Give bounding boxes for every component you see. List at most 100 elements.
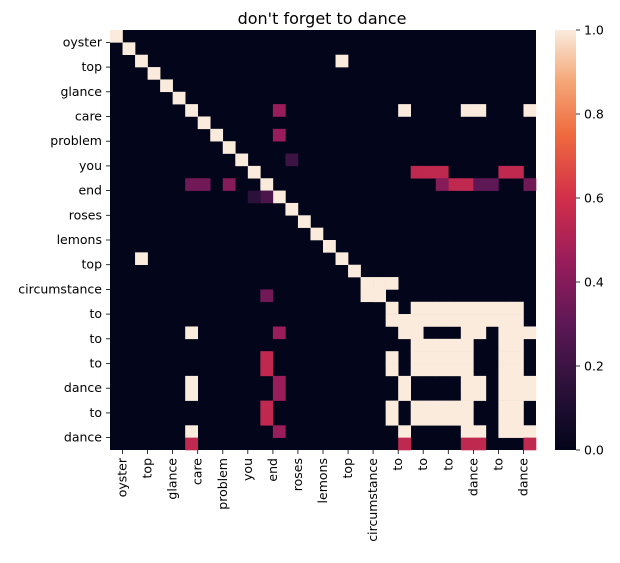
heatmap-cell — [460, 326, 474, 340]
x-tick-label: to — [490, 458, 505, 471]
y-tick-label: top — [82, 257, 103, 272]
x-axis-ticks: oyster top glance care problem you end roses lem… — [115, 450, 531, 542]
heatmap-cell — [460, 363, 474, 377]
x-tick-label: to — [415, 458, 430, 471]
heatmap-cell — [423, 301, 437, 315]
y-tick-label: to — [89, 356, 102, 371]
heatmap-cell — [147, 67, 161, 80]
heatmap-cell — [435, 178, 449, 191]
heatmap-cell — [410, 363, 424, 377]
heatmap-cell — [510, 375, 524, 389]
heatmap-cell — [185, 178, 199, 191]
heatmap-cell — [460, 178, 474, 191]
heatmap-cell — [185, 104, 199, 117]
heatmap-cell — [385, 301, 399, 315]
y-tick-label: top — [82, 59, 103, 74]
y-tick-label: dance — [64, 380, 102, 395]
heatmap-cell — [260, 289, 274, 303]
heatmap-cell — [498, 400, 512, 414]
heatmap-cell — [335, 54, 349, 68]
y-tick-label: end — [78, 183, 102, 198]
x-tick-label: dance — [516, 458, 531, 496]
heatmap-cell — [398, 437, 412, 451]
x-tick-label: lemons — [315, 458, 330, 503]
heatmap-cell — [435, 412, 449, 426]
x-tick-label: glance — [165, 458, 180, 500]
heatmap-cell — [435, 165, 449, 179]
heatmap-cell — [410, 326, 424, 340]
heatmap-cell — [473, 375, 487, 389]
heatmap-cell — [222, 141, 236, 154]
heatmap-cell — [272, 104, 286, 117]
heatmap-cell — [135, 54, 148, 68]
heatmap-cell — [473, 425, 487, 438]
heatmap-cell — [510, 338, 524, 352]
y-tick-label: to — [89, 405, 102, 420]
heatmap-cell — [110, 30, 123, 43]
x-tick-label: roses — [290, 458, 305, 491]
y-tick-label: glance — [60, 84, 102, 99]
heatmap-cell — [185, 388, 199, 401]
heatmap-cell — [410, 338, 424, 352]
heatmap-cell — [510, 326, 524, 340]
heatmap-cell — [473, 437, 487, 451]
heatmap-cell — [485, 314, 499, 327]
heatmap-cell — [410, 314, 424, 327]
heatmap-cell — [473, 326, 487, 340]
heatmap-cell — [247, 165, 261, 179]
heatmap-cell — [523, 326, 537, 340]
heatmap-cell — [523, 388, 537, 401]
heatmap-cell — [448, 314, 462, 327]
heatmap-cell — [448, 338, 462, 352]
x-tick-label: you — [240, 458, 255, 481]
heatmap-cell — [523, 437, 537, 451]
heatmap-cell — [272, 388, 286, 401]
heatmap-cell — [460, 351, 474, 364]
heatmap-cell — [373, 289, 386, 303]
heatmap-cell — [523, 104, 537, 117]
colorbar-tick-label: 0.8 — [584, 107, 604, 122]
heatmap-cell — [435, 301, 449, 315]
heatmap-cell — [410, 301, 424, 315]
heatmap-cell — [185, 425, 199, 438]
heatmap-cell — [510, 363, 524, 377]
colorbar-tick-label: 0.0 — [584, 443, 604, 458]
heatmap-cell — [460, 314, 474, 327]
y-axis-ticks: oyster top glance care problem you end roses lem… — [18, 34, 110, 445]
heatmap-cell — [410, 400, 424, 414]
heatmap-cell — [460, 400, 474, 414]
heatmap-cell — [373, 277, 386, 290]
heatmap-cell — [185, 375, 199, 389]
heatmap-cell — [197, 178, 211, 191]
heatmap-cell — [385, 412, 399, 426]
heatmap-cell — [498, 388, 512, 401]
heatmap-cell — [385, 351, 399, 364]
heatmap-cell — [448, 178, 462, 191]
heatmap-cell — [260, 190, 274, 204]
y-tick-label: lemons — [57, 232, 102, 247]
heatmap-cell — [260, 400, 274, 414]
heatmap-cell — [235, 153, 249, 167]
heatmap-cell — [272, 425, 286, 438]
heatmap-cell — [272, 190, 286, 204]
heatmap-cell — [385, 314, 399, 327]
heatmap-cell — [498, 165, 512, 179]
colorbar-tick-label: 0.2 — [584, 359, 604, 374]
heatmap-cell — [448, 363, 462, 377]
heatmap-cell — [260, 351, 274, 364]
heatmap-cell — [197, 116, 211, 130]
heatmap-cell — [272, 326, 286, 340]
heatmap-cell — [185, 437, 199, 451]
heatmap-cell — [423, 165, 437, 179]
x-tick-label: circumstance — [365, 458, 380, 542]
heatmap-cell — [460, 388, 474, 401]
heatmap-cell — [498, 375, 512, 389]
heatmap-cell — [285, 202, 299, 216]
heatmap-cell — [510, 301, 524, 315]
colorbar-tick-label: 0.6 — [584, 191, 604, 206]
heatmap-cell — [272, 375, 286, 389]
heatmap-cell — [498, 301, 512, 315]
y-tick-label: care — [75, 109, 102, 124]
colorbar-tick-label: 1.0 — [584, 23, 604, 38]
